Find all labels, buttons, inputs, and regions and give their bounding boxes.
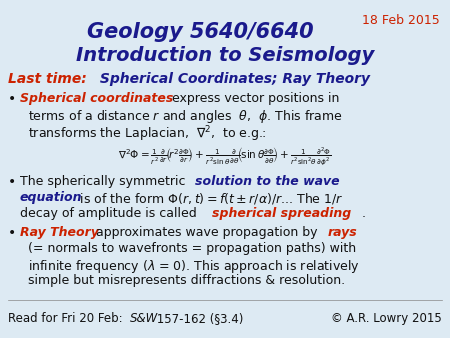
Text: Ray Theory: Ray Theory: [20, 226, 99, 239]
Text: The spherically symmetric: The spherically symmetric: [20, 175, 189, 188]
Text: 157-162 (§3.4): 157-162 (§3.4): [153, 312, 243, 325]
Text: infinite frequency ($\lambda$ = 0). This approach is relatively: infinite frequency ($\lambda$ = 0). This…: [28, 258, 360, 275]
Text: Read for Fri 20 Feb:: Read for Fri 20 Feb:: [8, 312, 126, 325]
Text: spherical spreading: spherical spreading: [212, 207, 351, 220]
Text: (= normals to wavefronts = propagation paths) with: (= normals to wavefronts = propagation p…: [28, 242, 356, 255]
Text: express vector positions in: express vector positions in: [168, 92, 339, 105]
Text: Geology 5640/6640: Geology 5640/6640: [87, 22, 313, 42]
Text: $\nabla^2\Phi=\frac{1}{r^2}\frac{\partial}{\partial r}\!\left(\!r^2\frac{\partia: $\nabla^2\Phi=\frac{1}{r^2}\frac{\partia…: [118, 145, 332, 167]
Text: •: •: [8, 226, 16, 240]
Text: equation: equation: [20, 191, 82, 204]
Text: solution to the wave: solution to the wave: [195, 175, 340, 188]
Text: rays: rays: [328, 226, 358, 239]
Text: terms of a distance $r$ and angles  $\theta$,  $\phi$. This frame: terms of a distance $r$ and angles $\the…: [28, 108, 342, 125]
Text: is of the form $\Phi(r,t) = f(t\pm r/\alpha)/r$... The $1/r$: is of the form $\Phi(r,t) = f(t\pm r/\al…: [76, 191, 343, 206]
Text: approximates wave propagation by: approximates wave propagation by: [92, 226, 321, 239]
Text: Last time:: Last time:: [8, 72, 87, 86]
Text: 18 Feb 2015: 18 Feb 2015: [362, 14, 440, 27]
Text: S&W: S&W: [130, 312, 158, 325]
Text: •: •: [8, 92, 16, 106]
Text: transforms the Laplacian,  $\nabla^2$,  to e.g.:: transforms the Laplacian, $\nabla^2$, to…: [28, 124, 267, 144]
Text: Introduction to Seismology: Introduction to Seismology: [76, 46, 374, 65]
Text: © A.R. Lowry 2015: © A.R. Lowry 2015: [331, 312, 442, 325]
Text: Spherical coordinates: Spherical coordinates: [20, 92, 173, 105]
Text: decay of amplitude is called: decay of amplitude is called: [20, 207, 201, 220]
Text: simple but misrepresents diffractions & resolution.: simple but misrepresents diffractions & …: [28, 274, 345, 287]
Text: .: .: [362, 207, 366, 220]
Text: •: •: [8, 175, 16, 189]
Text: Spherical Coordinates; Ray Theory: Spherical Coordinates; Ray Theory: [95, 72, 370, 86]
